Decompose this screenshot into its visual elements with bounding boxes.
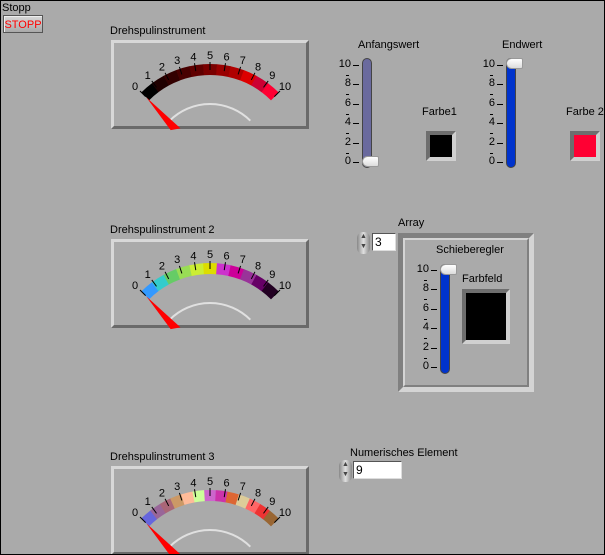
slider-tick	[353, 103, 359, 105]
slider-minor-tick	[490, 152, 493, 154]
slider-tick	[431, 289, 437, 291]
schieberegler-thumb[interactable]	[440, 264, 457, 275]
slider-tick	[497, 65, 503, 66]
slider-tick-label: 2	[422, 340, 429, 353]
schieberegler-label: Schieberegler	[436, 244, 504, 256]
end-slider-label: Endwert	[502, 39, 543, 51]
slider-tick-label: 4	[344, 116, 351, 129]
slider-tick-label: 4	[422, 321, 429, 334]
slider-minor-tick	[424, 338, 427, 340]
slider-tick-label: 10	[338, 58, 351, 70]
slider-tick	[497, 103, 503, 105]
slider-tick	[353, 162, 359, 163]
slider-tick-label: 6	[488, 96, 495, 109]
slider-tick	[353, 123, 359, 125]
slider-tick-label: 4	[488, 116, 495, 129]
slider-tick	[497, 162, 503, 163]
farbe2-color-box[interactable]	[570, 131, 600, 161]
array-index-input[interactable]: 3	[372, 233, 396, 251]
slider-tick	[353, 84, 359, 86]
slider-minor-tick	[424, 280, 427, 281]
start-slider-thumb[interactable]	[362, 156, 379, 167]
slider-tick	[497, 123, 503, 125]
slider-tick	[497, 84, 503, 86]
farbfeld-label: Farbfeld	[462, 273, 503, 285]
end-slider[interactable]	[506, 58, 516, 168]
slider-tick	[497, 142, 503, 144]
farbe2-label: Farbe 2	[566, 106, 604, 118]
slider-minor-tick	[346, 133, 349, 135]
farbe1-color-box[interactable]	[426, 131, 456, 161]
gauge-3	[111, 466, 309, 554]
gauge-1	[111, 40, 309, 129]
slider-tick-label: 0	[344, 155, 351, 167]
slider-minor-tick	[490, 94, 493, 96]
slider-minor-tick	[490, 75, 493, 76]
gauge-label: Drehspulinstrument 2	[110, 224, 215, 236]
slider-minor-tick	[490, 113, 493, 115]
gauge-label: Drehspulinstrument 3	[110, 451, 215, 463]
slider-tick-label: 6	[422, 301, 429, 314]
slider-tick-label: 10	[482, 58, 495, 70]
slider-minor-tick	[490, 133, 493, 135]
slider-minor-tick	[424, 357, 427, 359]
slider-minor-tick	[346, 113, 349, 115]
stop-button[interactable]: STOPP	[3, 15, 43, 33]
slider-minor-tick	[346, 152, 349, 154]
slider-tick	[431, 367, 437, 368]
numeric-label: Numerisches Element	[350, 447, 458, 459]
gauge-2	[111, 239, 309, 328]
slider-tick	[431, 347, 437, 349]
stop-label: Stopp	[2, 2, 31, 14]
slider-tick	[353, 65, 359, 66]
farbfeld-color-box[interactable]	[462, 289, 510, 344]
array-label: Array	[398, 217, 425, 229]
slider-tick-label: 0	[422, 360, 429, 372]
schieberegler-slider[interactable]	[440, 264, 450, 374]
start-slider[interactable]	[362, 58, 372, 168]
slider-minor-tick	[424, 318, 427, 320]
numeric-input[interactable]: 9	[353, 461, 402, 479]
numeric-spinner[interactable]: ▲ ▼	[339, 460, 352, 482]
slider-tick	[431, 328, 437, 330]
slider-tick-label: 8	[488, 77, 495, 90]
slider-minor-tick	[346, 94, 349, 96]
end-slider-thumb[interactable]	[506, 58, 523, 69]
slider-tick-label: 10	[416, 263, 429, 275]
array-frame	[398, 233, 534, 392]
slider-tick-label: 2	[488, 135, 495, 148]
slider-tick-label: 8	[344, 77, 351, 90]
slider-tick	[353, 142, 359, 144]
slider-minor-tick	[346, 75, 349, 76]
array-index-spinner[interactable]: ▲ ▼	[357, 232, 370, 254]
slider-minor-tick	[424, 299, 427, 301]
start-slider-label: Anfangswert	[358, 39, 420, 51]
slider-tick-label: 2	[344, 135, 351, 148]
slider-tick	[431, 270, 437, 271]
slider-tick-label: 0	[488, 155, 495, 167]
gauge-label: Drehspulinstrument	[110, 25, 206, 37]
slider-tick	[431, 308, 437, 310]
slider-tick-label: 8	[422, 282, 429, 295]
slider-tick-label: 6	[344, 96, 351, 109]
farbe1-label: Farbe1	[422, 106, 457, 118]
